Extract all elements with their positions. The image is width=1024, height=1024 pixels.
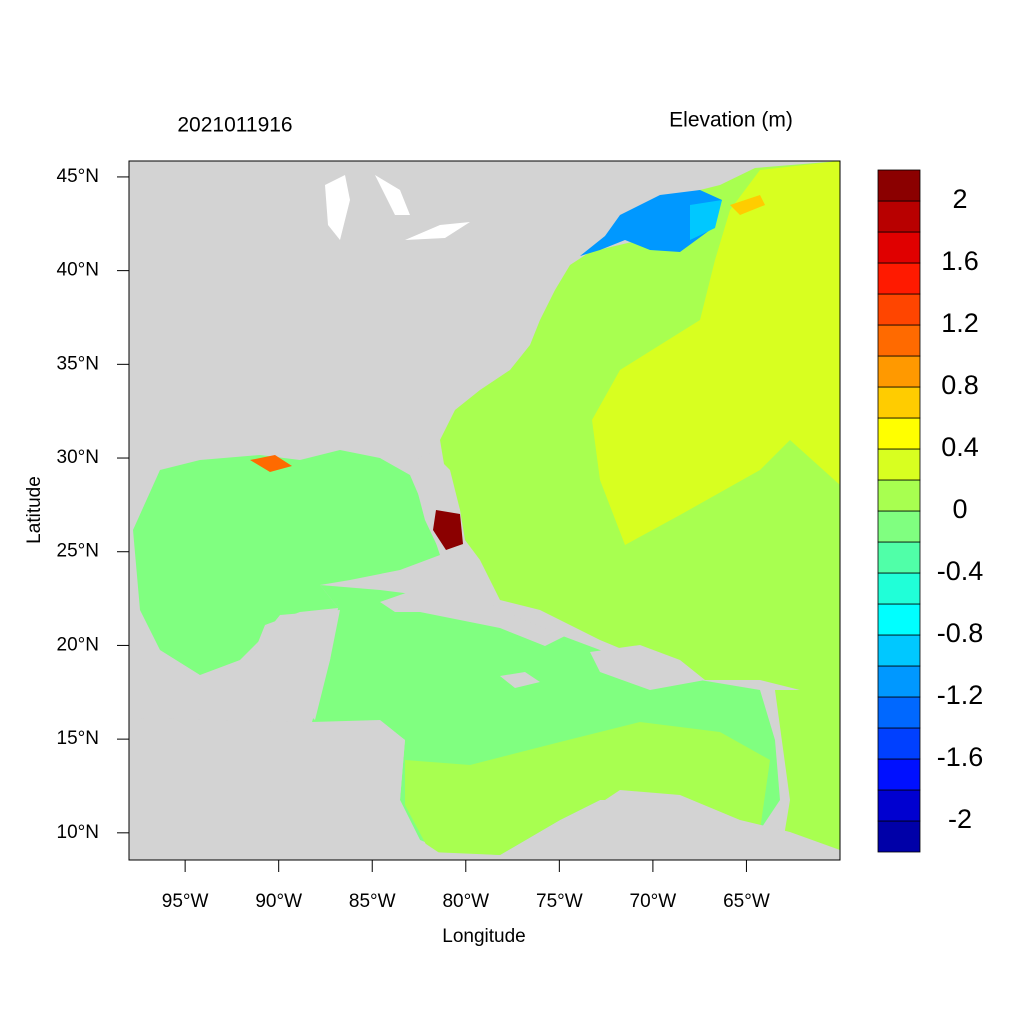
colorbar-label: 0.8 <box>941 370 979 400</box>
colorbar-box <box>877 572 921 605</box>
x-axis-label: Longitude <box>442 926 525 947</box>
y-axis-label: Latitude <box>24 476 45 544</box>
title: 2021011916 <box>177 114 292 137</box>
colorbar-box <box>877 479 921 512</box>
colorbar-label: 1.6 <box>941 246 979 276</box>
colorbar-label: -0.4 <box>937 556 984 586</box>
colorbar-box <box>877 603 921 636</box>
colorbar-label: -2 <box>948 804 972 834</box>
south-america <box>500 790 840 860</box>
map-field <box>129 161 840 860</box>
nova-scotia-field <box>730 195 765 215</box>
colorbar-box <box>877 231 921 264</box>
colorbar-box <box>877 262 921 295</box>
colorbar-box <box>877 448 921 481</box>
colorbar-box <box>877 417 921 450</box>
central-america <box>129 718 450 860</box>
cuba <box>380 588 565 646</box>
colorbar-box <box>877 293 921 326</box>
lake-michigan <box>325 175 350 240</box>
x-tick-label: 75°W <box>536 891 583 912</box>
colorbar-label: 0 <box>952 494 967 524</box>
colorbar-box <box>877 541 921 574</box>
colorbar-box <box>877 169 921 202</box>
colorbar-box <box>877 758 921 791</box>
variable-label: Elevation (m) <box>669 109 793 132</box>
gulf-field <box>133 450 440 675</box>
y-tick-label: 30°N <box>57 447 99 468</box>
jamaica <box>500 672 540 688</box>
colorbar-label: 1.2 <box>941 308 979 338</box>
y-tick-label: 15°N <box>57 728 99 749</box>
x-tick-label: 95°W <box>162 891 209 912</box>
colorbar-box <box>877 696 921 729</box>
x-tick-label: 80°W <box>442 891 489 912</box>
y-tick-label: 40°N <box>57 260 99 281</box>
colorbar-box <box>877 789 921 822</box>
lake-erie <box>405 222 470 240</box>
y-tick-label: 35°N <box>57 353 99 374</box>
florida-surge <box>433 510 463 550</box>
hispaniola <box>590 645 705 690</box>
colorbar-box <box>877 727 921 760</box>
y-tick-label: 45°N <box>57 166 99 187</box>
x-tick-label: 90°W <box>255 891 302 912</box>
x-tick-label: 85°W <box>349 891 396 912</box>
maine-field <box>580 190 722 256</box>
atlantic-high-field <box>592 161 840 545</box>
y-tick-label: 20°N <box>57 634 99 655</box>
east-field <box>775 690 840 860</box>
colorbar-box <box>877 510 921 543</box>
x-tick-label: 70°W <box>630 891 677 912</box>
colorbar-box <box>877 386 921 419</box>
yucatan <box>230 608 338 720</box>
colorbar-label: -1.6 <box>937 742 984 772</box>
colorbar-box <box>877 634 921 667</box>
colorbar-box <box>877 324 921 357</box>
y-tick-label: 10°N <box>57 822 99 843</box>
plot-frame <box>128 160 841 861</box>
colorbar-label: 0.4 <box>941 432 979 462</box>
caribbean-south-field <box>405 722 770 855</box>
colorbar-label: -0.8 <box>937 618 984 648</box>
gulf-coast-surge <box>250 455 292 472</box>
colorbar-box <box>877 355 921 388</box>
colorbar-box <box>877 820 921 853</box>
colorbar-box <box>877 665 921 698</box>
maine-inner-field <box>690 200 722 240</box>
colorbar-box <box>877 200 921 233</box>
colorbar-label: 2 <box>952 184 967 214</box>
colorbar-label: -1.2 <box>937 680 984 710</box>
y-tick-label: 25°N <box>57 541 99 562</box>
x-tick-label: 65°W <box>723 891 770 912</box>
lake-huron <box>375 175 410 215</box>
